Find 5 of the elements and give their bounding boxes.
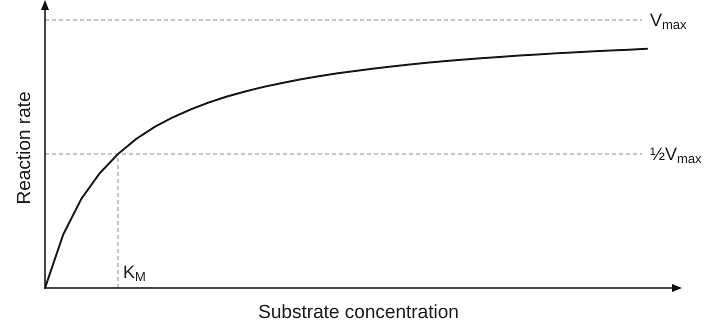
annotation: K$_{M}$ [122, 262, 146, 284]
ref-line-label: V$_{max}$ [650, 10, 688, 32]
x-axis-title: Substrate concentration [258, 302, 459, 323]
y-axis-title: Reaction rate [14, 91, 35, 205]
ref-line-label: ½V$_{max}$ [650, 144, 702, 166]
